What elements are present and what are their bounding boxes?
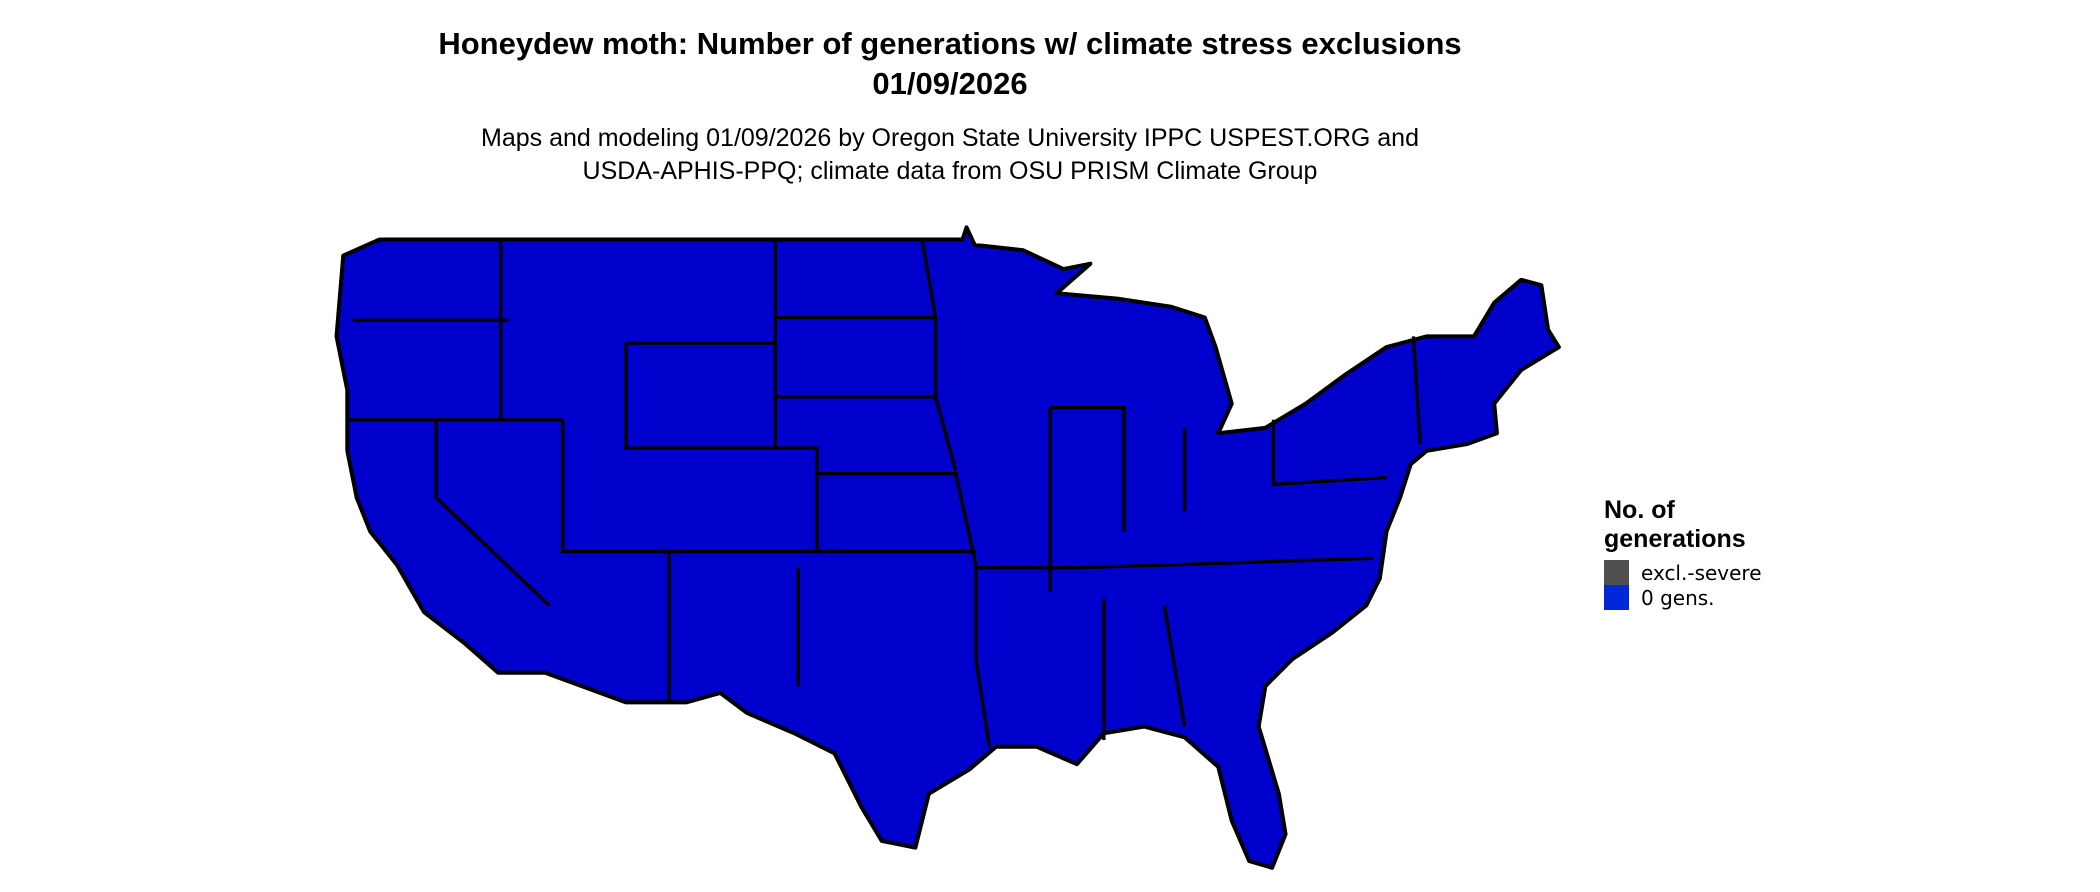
legend: No. of generations excl.-severe 0 gens. [1604, 496, 1762, 610]
state-borders [347, 239, 1422, 747]
legend-swatch-excl-severe [1604, 560, 1629, 585]
legend-title-line2: generations [1604, 525, 1746, 553]
legend-item-excl-severe: excl.-severe [1604, 560, 1762, 585]
subtitle-line2: USDA-APHIS-PPQ; climate data from OSU PR… [582, 157, 1318, 185]
legend-item-0-gens: 0 gens. [1604, 585, 1762, 610]
subtitle-line1: Maps and modeling 01/09/2026 by Oregon S… [481, 124, 1419, 152]
map-title-line1: Honeydew moth: Number of generations w/ … [438, 26, 1462, 61]
legend-label: 0 gens. [1641, 585, 1715, 610]
legend-label: excl.-severe [1641, 560, 1762, 585]
map-title-line2: 01/09/2026 [872, 66, 1028, 101]
legend-title-line1: No. of [1604, 496, 1675, 524]
contiguous-us-landmass [334, 225, 1561, 870]
legend-swatch-0-gens [1604, 585, 1629, 610]
